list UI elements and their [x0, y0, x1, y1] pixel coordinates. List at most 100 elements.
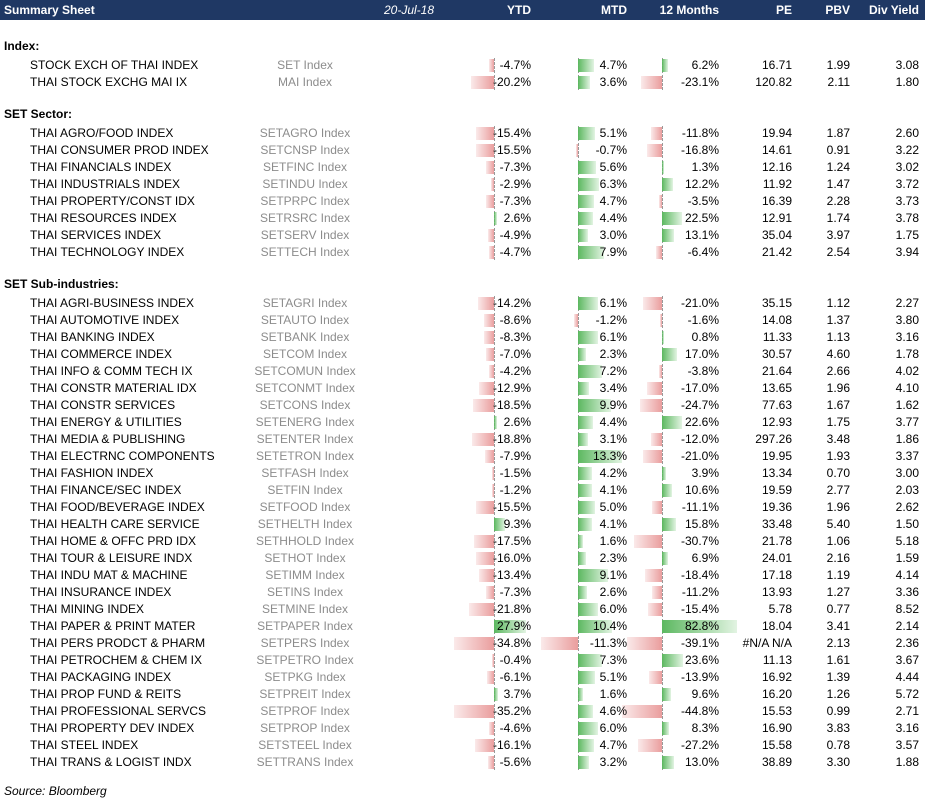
pbv-value: 1.37 [826, 313, 850, 327]
index-name: THAI RESOURCES INDEX [30, 211, 177, 225]
ytd-bar [478, 569, 494, 582]
ytd-bar [494, 620, 527, 633]
div-yield-value: 3.37 [895, 449, 919, 463]
pe-value: 19.36 [761, 500, 792, 514]
div-yield-value: 8.52 [895, 602, 919, 616]
pbv-value: 0.70 [826, 466, 850, 480]
pbv-value: 1.12 [826, 296, 850, 310]
mtd-bar [578, 705, 594, 718]
m12-bar [651, 127, 662, 140]
ytd-bar [475, 552, 494, 565]
m12-bar [648, 603, 662, 616]
table-row: THAI COMMERCE INDEX SETCOM Index -7.0% 2.3%… [0, 346, 925, 363]
pe-value: 297.26 [755, 432, 792, 446]
mtd-value: 3.2% [599, 755, 627, 769]
ytd-bar [492, 467, 494, 480]
ytd-value: -4.6% [499, 721, 531, 735]
m12-bar-axis [662, 449, 663, 464]
table-row: THAI CONSUMER PROD INDEX SETCNSP Index -15… [0, 142, 925, 159]
ytd-value: -15.4% [492, 126, 531, 140]
ytd-bar [475, 739, 494, 752]
div-yield-value: 4.44 [895, 670, 919, 684]
index-name: THAI ELECTRNC COMPONENTS [30, 449, 215, 463]
12-month-value: 23.6% [684, 653, 719, 667]
col-header-div-yield: Div Yield [868, 3, 919, 17]
pbv-value: 1.47 [826, 177, 850, 191]
ticker-symbol: SETFINC Index [262, 160, 348, 174]
12-month-value: 0.8% [691, 330, 719, 344]
index-name: THAI CONSUMER PROD INDEX [30, 143, 209, 157]
div-yield-value: 5.18 [895, 534, 919, 548]
div-yield-value: 3.78 [895, 211, 919, 225]
m12-bar-axis [662, 313, 663, 328]
table-row: STOCK EXCH OF THAI INDEX SET Index -4.7% 4.… [0, 57, 925, 74]
ytd-bar [489, 365, 494, 378]
index-name: THAI MINING INDEX [30, 602, 145, 616]
pbv-value: 3.97 [826, 228, 850, 242]
m12-bar [646, 382, 662, 395]
ticker-symbol: SETPERS Index [260, 636, 350, 650]
ytd-bar-axis [494, 160, 495, 175]
mtd-value: 1.6% [599, 687, 627, 701]
ytd-bar-axis [494, 126, 495, 141]
pbv-value: 3.83 [826, 721, 850, 735]
index-name: THAI BANKING INDEX [30, 330, 155, 344]
ytd-bar-axis [494, 551, 495, 566]
pe-value: 16.39 [761, 194, 792, 208]
12-month-value: -6.4% [687, 245, 719, 259]
ytd-bar-axis [494, 330, 495, 345]
pbv-value: 4.60 [826, 347, 850, 361]
ytd-value: -17.5% [492, 534, 531, 548]
mtd-value: 5.0% [599, 500, 627, 514]
pe-value: 11.33 [762, 330, 792, 344]
ytd-value: -4.7% [499, 245, 531, 259]
table-row: THAI RESOURCES INDEX SETRSRC Index 2.6% 4.4… [0, 210, 925, 227]
table-row: THAI STOCK EXCHG MAI IX MAI Index -20.2% 3.… [0, 74, 925, 91]
pe-value: 21.78 [761, 534, 792, 548]
source-note: Source: Bloomberg [4, 784, 107, 798]
div-yield-value: 4.14 [895, 568, 919, 582]
col-header-pe: PE [775, 3, 792, 17]
div-yield-value: 2.71 [895, 704, 919, 718]
m12-bar [662, 654, 684, 667]
ticker-symbol: SETRSRC Index [259, 211, 351, 225]
div-yield-value: 3.67 [895, 653, 919, 667]
mtd-value: 9.1% [599, 568, 627, 582]
pe-value: 30.57 [761, 347, 792, 361]
div-yield-value: 1.86 [895, 432, 919, 446]
ticker-symbol: SETCONS Index [259, 398, 351, 412]
ticker-symbol: SETIMM Index [265, 568, 345, 582]
pbv-value: 1.24 [826, 160, 850, 174]
mtd-value: -11.3% [589, 636, 627, 650]
index-name: THAI AUTOMOTIVE INDEX [30, 313, 180, 327]
mtd-value: 4.7% [599, 194, 627, 208]
index-name: THAI AGRI-BUSINESS INDEX [30, 296, 195, 310]
table-row: THAI ENERGY & UTILITIES SETENERG Index 2.6… [0, 414, 925, 431]
m12-bar [662, 416, 683, 429]
index-name: THAI MEDIA & PUBLISHING [30, 432, 186, 446]
pbv-value: 1.93 [826, 449, 850, 463]
div-yield-value: 3.72 [895, 177, 919, 191]
pe-value: 12.91 [761, 211, 792, 225]
mtd-bar [578, 484, 592, 497]
ytd-bar [472, 433, 494, 446]
ytd-bar [476, 127, 494, 140]
pbv-value: 2.28 [826, 194, 850, 208]
div-yield-value: 1.50 [895, 517, 919, 531]
pe-value: 15.58 [761, 738, 792, 752]
12-month-value: 10.6% [684, 483, 719, 497]
mtd-bar [578, 382, 590, 395]
pe-value: 120.82 [755, 75, 792, 89]
pbv-value: 2.16 [826, 551, 850, 565]
ticker-symbol: SETAGRO Index [259, 126, 351, 140]
table-row: THAI STEEL INDEX SETSTEEL Index -16.1% 4.7%… [0, 737, 925, 754]
index-name: THAI STOCK EXCHG MAI IX [30, 75, 188, 89]
index-name: THAI PROPERTY/CONST IDX [30, 194, 195, 208]
mtd-bar [578, 450, 622, 463]
ytd-value: -1.2% [499, 483, 531, 497]
ticker-symbol: SETAGRI Index [262, 296, 348, 310]
mtd-value: 9.9% [599, 398, 627, 412]
ticker-symbol: SETCOMUN Index [254, 364, 356, 378]
ticker-symbol: SETPAPER Index [257, 619, 353, 633]
div-yield-value: 2.27 [895, 296, 919, 310]
